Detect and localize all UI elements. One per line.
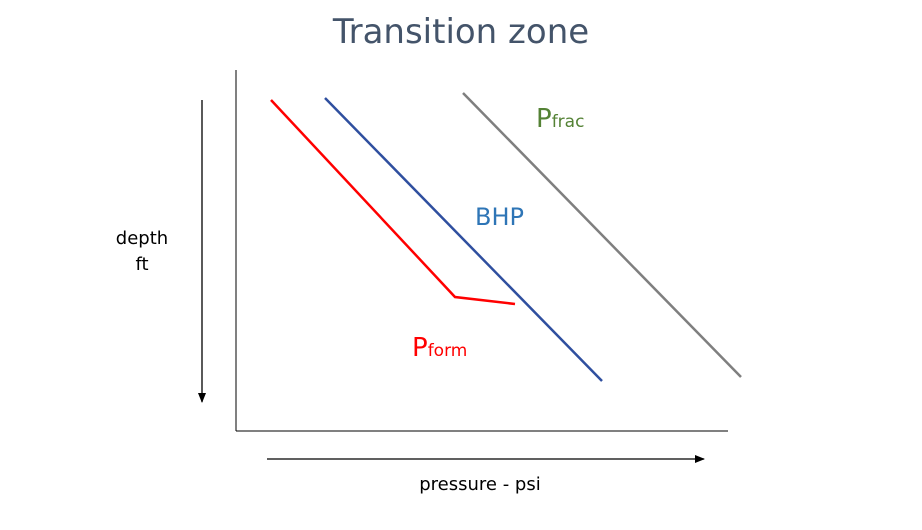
pform-label-main: P [412, 333, 428, 363]
pfrac-label-main: P [536, 104, 552, 134]
y-axis-label-line2: ft [135, 254, 149, 275]
diagram-title: Transition zone [332, 12, 590, 52]
pfrac-label-sub: frac [551, 112, 585, 132]
pform-label: Pform [412, 333, 467, 363]
bhp-line [324, 97, 603, 382]
y-axis-label-line1: depth [115, 228, 169, 249]
x-axis-label: pressure - psi [419, 474, 541, 495]
pfrac-label: Pfrac [536, 104, 584, 134]
bhp-label: BHP [475, 203, 524, 231]
y-axis-label: depth ft [100, 226, 184, 278]
pform-label-sub: form [427, 341, 468, 361]
pfrac-line [462, 92, 742, 378]
pform-line [270, 99, 516, 306]
